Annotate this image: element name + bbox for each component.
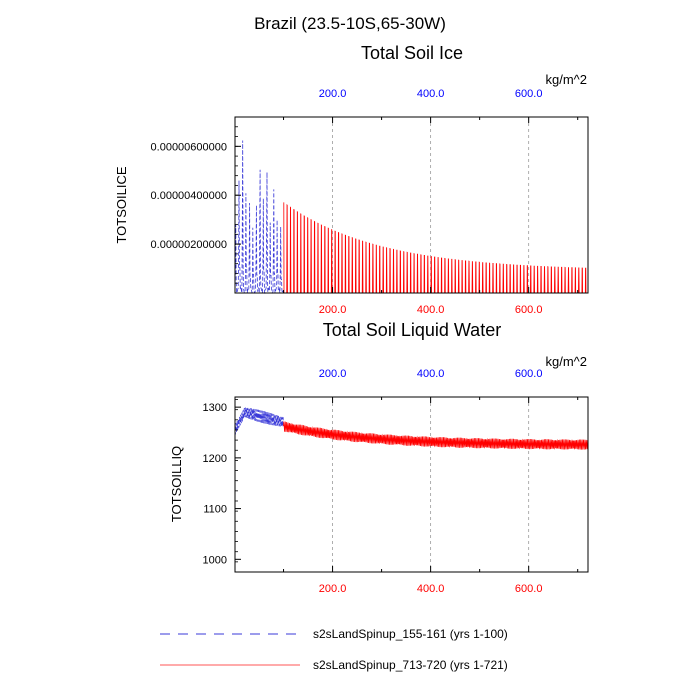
legend: s2sLandSpinup_155-161 (yrs 1-100) s2sLan… (160, 627, 508, 672)
figure-title: Brazil (23.5-10S,65-30W) (254, 14, 446, 33)
soil-ice-units: kg/m^2 (545, 72, 587, 87)
soil-liquid-units: kg/m^2 (545, 354, 587, 369)
soil-ice-bottom-tick-label-2: 600.0 (515, 304, 543, 316)
soil-liquid-grid (332, 397, 530, 572)
soil-ice-ylabel: TOTSOILICE (114, 166, 129, 243)
soil-ice-top-tick-label-0: 200.0 (319, 88, 347, 100)
soil-ice-top-tick-label-1: 400.0 (417, 88, 445, 100)
soil-ice-panel: Total Soil Ice kg/m^2 TOTSOILICE 200.0 40… (114, 43, 589, 316)
soil-liquid-top-tick-label-1: 400.0 (417, 368, 445, 380)
soil-liquid-y-tick-label-0: 1000 (203, 554, 227, 566)
soil-liquid-y-tick-label-3: 1300 (203, 402, 227, 414)
soil-liquid-panel: Total Soil Liquid Water kg/m^2 TOTSOILLI… (169, 320, 589, 595)
legend-label-spinup-155-161: s2sLandSpinup_155-161 (yrs 1-100) (313, 627, 508, 641)
soil-ice-grid (332, 117, 530, 293)
legend-label-spinup-713-720: s2sLandSpinup_713-720 (yrs 1-721) (313, 658, 508, 672)
soil-liquid-series-1 (283, 421, 589, 450)
soil-ice-series-0 (234, 140, 284, 295)
soil-ice-series-1 (283, 202, 588, 294)
soil-ice-y-tick-label-1: 0.00000400000 (151, 190, 227, 202)
soil-ice-ticks: 200.0 400.0 600.0 200.0 400.0 600.0 0.00000200… (151, 88, 579, 316)
soil-liquid-plot-frame (234, 396, 589, 573)
soil-ice-bottom-tick-label-0: 200.0 (319, 304, 347, 316)
soil-liquid-ticks: 200.0 400.0 600.0 200.0 400.0 600.0 1000 1100 12… (203, 368, 579, 595)
soil-liquid-bottom-tick-label-1: 400.0 (417, 583, 445, 595)
soil-liquid-series-0 (234, 407, 284, 435)
soil-ice-title: Total Soil Ice (361, 43, 463, 63)
soil-liquid-title: Total Soil Liquid Water (323, 320, 501, 340)
soil-ice-y-tick-label-2: 0.00000600000 (151, 141, 227, 153)
soil-liquid-top-tick-label-0: 200.0 (319, 368, 347, 380)
soil-liquid-bottom-tick-label-2: 600.0 (515, 583, 543, 595)
soil-liquid-bottom-tick-label-0: 200.0 (319, 583, 347, 595)
soil-ice-plot-frame (234, 116, 589, 294)
soil-liquid-top-tick-label-2: 600.0 (515, 368, 543, 380)
soil-liquid-y-tick-label-1: 1100 (203, 504, 227, 516)
soil-ice-y-tick-label-0: 0.00000200000 (151, 239, 227, 251)
soil-ice-bottom-tick-label-1: 400.0 (417, 304, 445, 316)
soil-liquid-series (234, 407, 589, 450)
soil-ice-series (234, 140, 588, 295)
soil-liquid-y-tick-label-2: 1200 (203, 453, 227, 465)
soil-liquid-ylabel: TOTSOILLIQ (169, 446, 184, 522)
soil-ice-top-tick-label-2: 600.0 (515, 88, 543, 100)
